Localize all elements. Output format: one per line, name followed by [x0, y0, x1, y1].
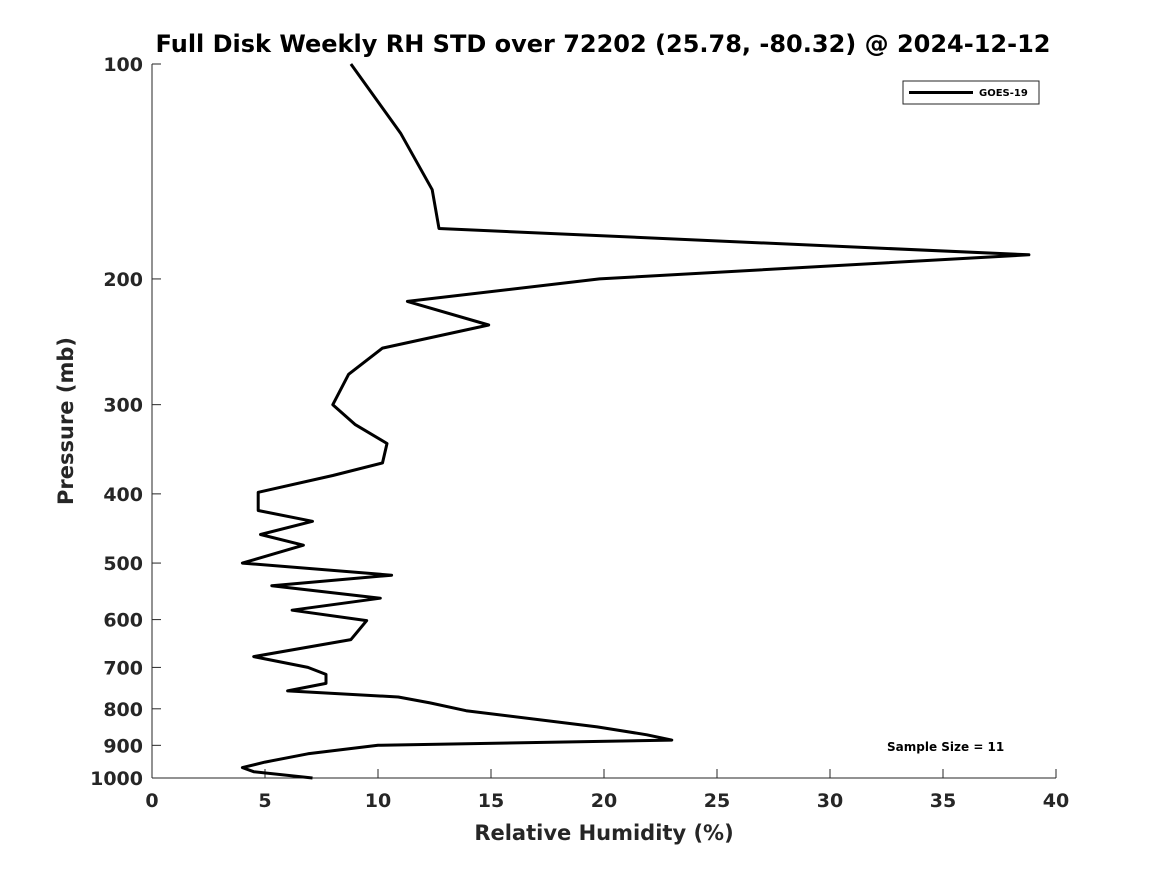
- legend-label: GOES-19: [979, 88, 1028, 99]
- series-line-goes-19: [240, 63, 1031, 780]
- x-ticks: 0 5 10 15 20 25 30 35 40: [145, 769, 1069, 812]
- x-tick-label: 25: [704, 790, 730, 812]
- x-axis-label: Relative Humidity (%): [474, 821, 733, 845]
- sample-size-annotation: Sample Size = 11: [887, 740, 1004, 754]
- y-axis-label: Pressure (mb): [54, 337, 78, 505]
- x-tick-label: 15: [478, 790, 504, 812]
- x-tick-label: 20: [591, 790, 617, 812]
- y-tick-label: 700: [103, 657, 143, 679]
- y-tick-label: 100: [103, 54, 143, 76]
- y-tick-label: 500: [103, 553, 143, 575]
- x-tick-label: 35: [930, 790, 956, 812]
- legend: GOES-19: [902, 80, 1040, 105]
- x-tick-label: 30: [817, 790, 843, 812]
- x-tick-label: 10: [365, 790, 391, 812]
- axes: [151, 64, 1056, 779]
- chart-title: Full Disk Weekly RH STD over 72202 (25.7…: [156, 30, 1051, 58]
- y-tick-label: 1000: [90, 768, 143, 790]
- y-ticks: 100 200 300 400 500 600 700 800 900 1000: [90, 54, 161, 790]
- y-tick-label: 800: [103, 699, 143, 721]
- x-tick-label: 40: [1043, 790, 1069, 812]
- y-tick-label: 300: [103, 395, 143, 417]
- x-tick-label: 0: [145, 790, 158, 812]
- plot-area: [240, 63, 1031, 780]
- y-tick-label: 900: [103, 735, 143, 757]
- y-tick-label: 600: [103, 610, 143, 632]
- y-tick-label: 400: [103, 484, 143, 506]
- y-tick-label: 200: [103, 269, 143, 291]
- x-tick-label: 5: [258, 790, 271, 812]
